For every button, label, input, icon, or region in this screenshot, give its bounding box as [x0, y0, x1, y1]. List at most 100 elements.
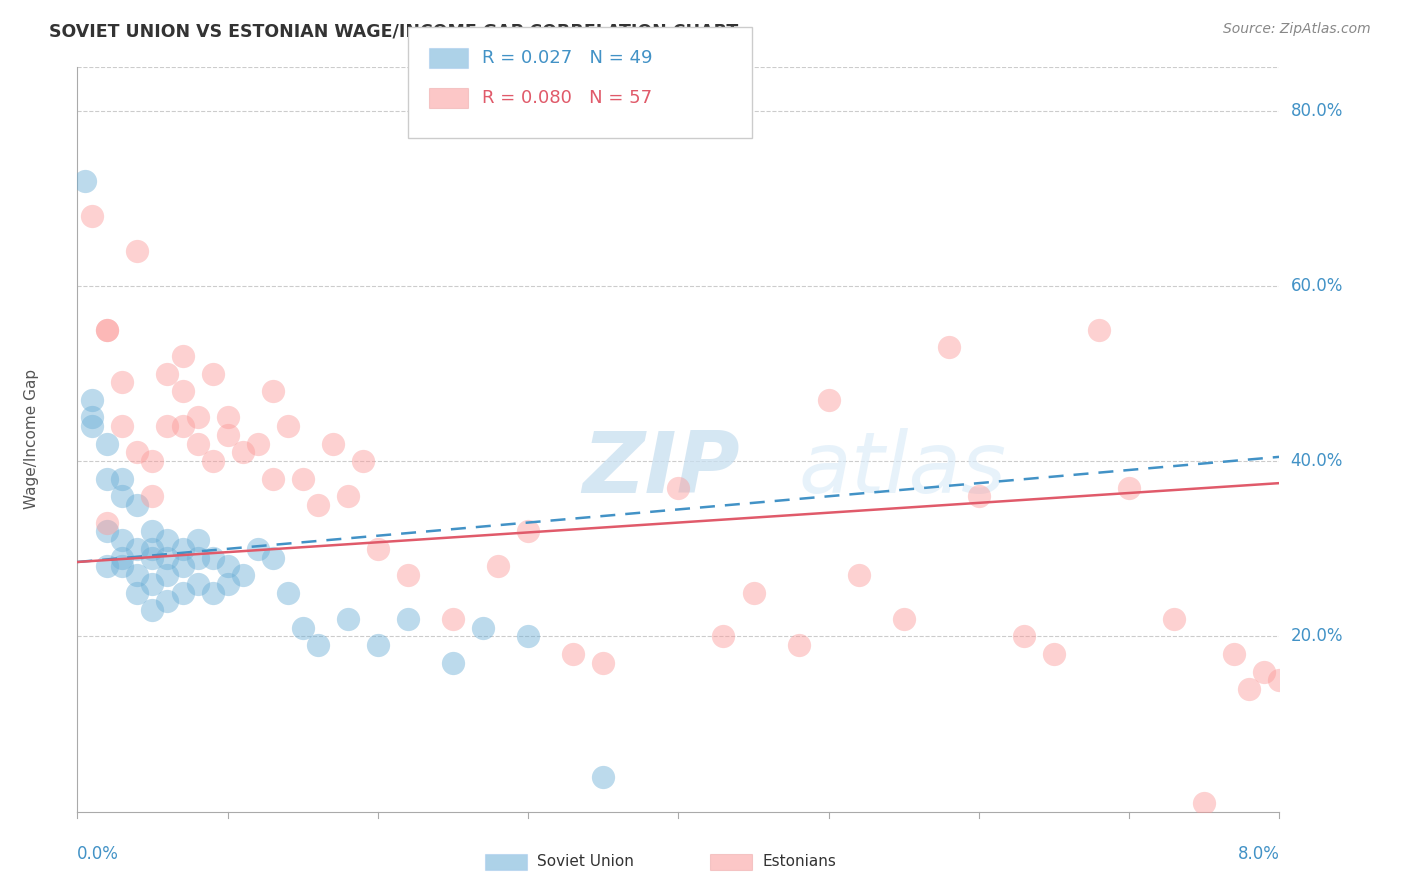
- Point: [96, 436, 118, 450]
- Point: [172, 559, 194, 574]
- Point: [96, 516, 118, 530]
- Point: [96, 323, 118, 337]
- Point: [336, 489, 359, 503]
- Point: [201, 550, 224, 565]
- Point: [367, 541, 389, 556]
- Point: [172, 349, 194, 363]
- Point: [73, 174, 96, 188]
- Point: [82, 410, 104, 425]
- Point: [396, 568, 419, 582]
- Point: [486, 559, 509, 574]
- Text: 20.0%: 20.0%: [1291, 627, 1343, 646]
- Point: [82, 419, 104, 434]
- Point: [246, 436, 269, 450]
- Point: [232, 568, 254, 582]
- Point: [713, 630, 735, 644]
- Point: [141, 454, 163, 468]
- Point: [156, 533, 179, 547]
- Point: [1163, 612, 1185, 626]
- Point: [141, 541, 163, 556]
- Point: [517, 524, 540, 539]
- Point: [217, 559, 239, 574]
- Text: 0.0%: 0.0%: [77, 846, 120, 863]
- Point: [201, 585, 224, 599]
- Point: [246, 541, 269, 556]
- Point: [1043, 647, 1066, 661]
- Point: [111, 419, 134, 434]
- Point: [1239, 681, 1261, 696]
- Point: [938, 340, 960, 354]
- Point: [1012, 630, 1035, 644]
- Point: [352, 454, 374, 468]
- Point: [592, 770, 614, 784]
- Point: [186, 533, 209, 547]
- Point: [96, 524, 118, 539]
- Point: [172, 541, 194, 556]
- Point: [82, 392, 104, 407]
- Point: [111, 559, 134, 574]
- Text: 8.0%: 8.0%: [1237, 846, 1279, 863]
- Text: R = 0.080   N = 57: R = 0.080 N = 57: [482, 89, 652, 107]
- Point: [1118, 481, 1140, 495]
- Point: [217, 577, 239, 591]
- Point: [668, 481, 690, 495]
- Point: [967, 489, 990, 503]
- Point: [141, 550, 163, 565]
- Point: [111, 376, 134, 390]
- Point: [1194, 796, 1216, 810]
- Point: [156, 367, 179, 381]
- Point: [472, 621, 495, 635]
- Point: [336, 612, 359, 626]
- Point: [186, 410, 209, 425]
- Point: [848, 568, 870, 582]
- Point: [441, 656, 464, 670]
- Point: [262, 550, 284, 565]
- Point: [96, 559, 118, 574]
- Point: [232, 445, 254, 459]
- Point: [262, 384, 284, 398]
- Point: [562, 647, 585, 661]
- Point: [217, 410, 239, 425]
- Point: [156, 550, 179, 565]
- Point: [111, 550, 134, 565]
- Point: [156, 419, 179, 434]
- Point: [186, 436, 209, 450]
- Point: [141, 489, 163, 503]
- Point: [141, 577, 163, 591]
- Text: 80.0%: 80.0%: [1291, 102, 1343, 120]
- Point: [127, 568, 149, 582]
- Point: [201, 454, 224, 468]
- Point: [441, 612, 464, 626]
- Point: [322, 436, 344, 450]
- Point: [817, 392, 839, 407]
- Point: [277, 585, 299, 599]
- Point: [291, 621, 314, 635]
- Text: R = 0.027   N = 49: R = 0.027 N = 49: [482, 49, 652, 67]
- Point: [127, 445, 149, 459]
- Point: [307, 498, 329, 512]
- Text: 60.0%: 60.0%: [1291, 277, 1343, 295]
- Point: [592, 656, 614, 670]
- Point: [201, 367, 224, 381]
- Point: [396, 612, 419, 626]
- Point: [156, 594, 179, 608]
- Point: [156, 568, 179, 582]
- Point: [1088, 323, 1111, 337]
- Point: [82, 209, 104, 223]
- Point: [787, 638, 810, 652]
- Point: [111, 533, 134, 547]
- Point: [517, 630, 540, 644]
- Point: [172, 419, 194, 434]
- Text: 40.0%: 40.0%: [1291, 452, 1343, 470]
- Text: Wage/Income Gap: Wage/Income Gap: [24, 369, 39, 509]
- Point: [1223, 647, 1246, 661]
- Point: [96, 323, 118, 337]
- Point: [217, 428, 239, 442]
- Point: [262, 472, 284, 486]
- Text: Source: ZipAtlas.com: Source: ZipAtlas.com: [1223, 22, 1371, 37]
- Point: [127, 541, 149, 556]
- Point: [291, 472, 314, 486]
- Text: ZIP: ZIP: [582, 427, 740, 510]
- Point: [127, 498, 149, 512]
- Point: [367, 638, 389, 652]
